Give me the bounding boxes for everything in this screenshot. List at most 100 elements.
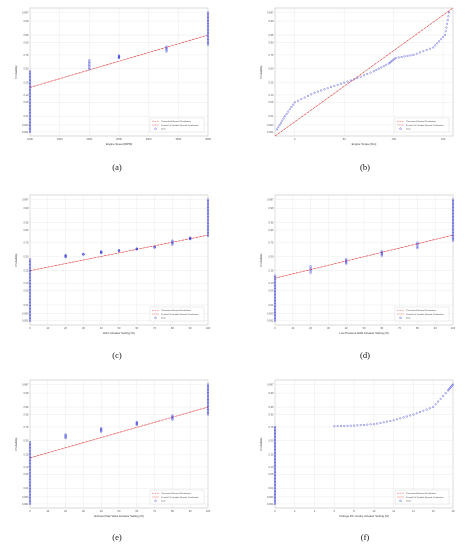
data-point [206,403,210,406]
data-point [392,58,395,61]
data-point [372,70,375,73]
data-point [28,293,32,296]
data-point [28,84,32,87]
data-point [333,425,336,428]
data-point [28,123,32,126]
data-point [28,274,32,277]
data-point [451,220,455,223]
data-point [28,482,32,485]
data-point [287,110,290,113]
data-point [206,229,210,232]
data-point [88,63,91,66]
data-point [388,61,391,64]
data-point [206,383,210,386]
y-tick-label: 0.90 [268,228,274,232]
data-point [434,44,437,47]
data-point [440,38,443,41]
data-point [28,498,32,501]
x-tick-label: 4000 [205,137,211,141]
data-point [273,300,277,303]
y-tick-label: 0.001 [22,319,29,323]
data-point [64,433,67,436]
data-point [273,274,277,277]
data-point [273,453,277,456]
data-point [88,62,91,65]
data-point [28,444,32,447]
data-point [451,202,455,206]
x-tick-label: 20 [309,326,312,330]
data-point [165,45,168,48]
x-tick-label: 10 [46,509,49,513]
data-point [375,69,378,71]
data-point [273,447,277,450]
y-tick-label: 0.95 [23,220,29,224]
legend-entry-label: Data [406,317,411,320]
data-point [206,221,210,224]
x-tick-label: 0 [294,137,296,141]
data-point [206,401,210,405]
fit-normal-line [274,7,454,137]
data-point [206,12,210,16]
legend-entry-label: Fit with Fit Variable Normal Distributio… [406,496,444,499]
data-point [28,268,32,271]
data-point [165,46,168,49]
data-point [273,478,277,481]
data-point [283,115,286,118]
data-point [372,423,375,426]
x-tick-label: 70 [153,509,156,513]
data-point [380,252,383,255]
data-point [273,309,277,312]
data-point [206,26,210,29]
y-tick-label: 0.001 [267,130,274,134]
x-tick-label: 70 [398,326,401,330]
legend-entry-label: Fit with Fit Variable Normal Distributio… [406,313,444,316]
x-tick-label: 150 [441,137,446,141]
data-point [206,208,210,211]
data-point [273,441,277,444]
data-point [28,94,32,97]
x-axis-label: Exhaust Flap Valve Actuator Setting [%] [94,514,143,518]
data-point [451,236,455,239]
data-point [273,438,277,442]
data-point [206,36,210,39]
data-point [28,318,32,321]
data-point [28,283,32,286]
legend-box [149,306,205,322]
legend-entry-label: Theoretical Normal Distribution [161,309,192,312]
data-point [293,101,296,104]
data-point [273,494,277,497]
data-point [28,454,32,457]
data-point [28,313,32,317]
y-tick-label: 0.50 [23,439,29,443]
data-point [206,23,210,26]
data-point [28,81,32,84]
y-tick-label: 0.997 [267,10,274,14]
data-point [117,55,121,58]
y-tick-label: 0.003 [22,312,29,316]
data-point [28,483,32,486]
legend-entry-label: Theoretical Normal Distribution [406,309,437,312]
data-point [273,279,277,282]
x-axis-label: EGC Actuator Setting [%] [103,331,135,335]
x-tick-label: 60 [135,326,138,330]
data-point [206,404,210,407]
data-point [273,450,277,453]
x-tick-label: 2500 [116,137,122,141]
data-point [345,262,348,265]
x-tick-label: 4 [314,509,316,513]
data-point [28,441,32,444]
data-point [273,443,277,446]
data-point [28,445,32,448]
data-point [273,292,277,295]
data-point [171,240,174,243]
data-point [28,93,32,96]
data-point [444,392,447,395]
data-point [415,52,418,55]
data-point [165,49,168,52]
y-tick-label: 0.95 [23,33,29,37]
data-point [415,412,418,415]
data-point [442,36,445,39]
legend-entry-label: Data [161,317,166,320]
data-point [273,297,277,300]
